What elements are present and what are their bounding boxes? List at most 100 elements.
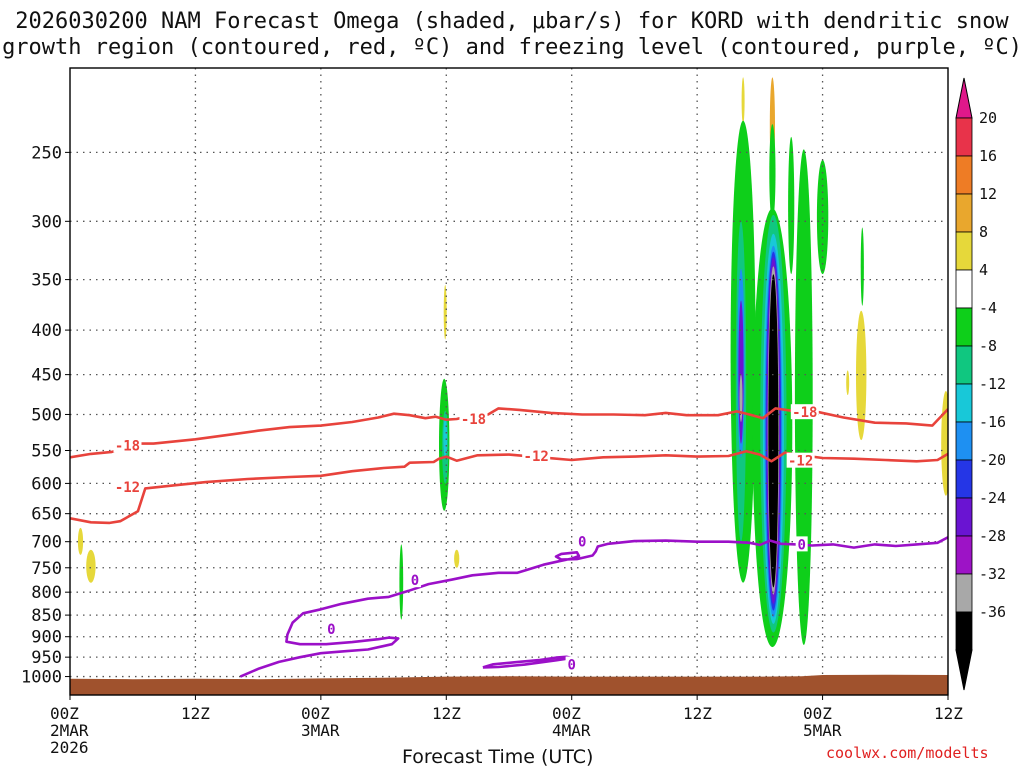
colorbar-band-0 xyxy=(955,117,973,157)
plot-frame xyxy=(69,67,949,696)
colorbar-band-11 xyxy=(955,535,973,575)
contour-label-bg-2-1 xyxy=(408,572,421,588)
colorbar-label-6: -8 xyxy=(979,337,997,355)
contour-label-2-4: 0 xyxy=(797,537,805,553)
y-tick-label-850: 850 xyxy=(31,606,62,626)
colorbar-top-cap xyxy=(955,77,973,119)
omega-feature-19 xyxy=(738,300,744,444)
contour-label-2-1: 0 xyxy=(411,573,419,589)
chart-title-line-1: 2026030200 NAM Forecast Omega (shaded, μ… xyxy=(15,9,1009,34)
x-tick-label-00z-3mar: 00Z 3MAR xyxy=(301,704,340,740)
colorbar-label-10: -24 xyxy=(979,489,1006,507)
contour-label-2-3: 0 xyxy=(578,535,586,551)
grid-lines xyxy=(70,68,948,695)
contour-label-1-1: -12 xyxy=(524,449,549,465)
colorbar-label-4: 4 xyxy=(979,261,988,279)
colorbar-band-10 xyxy=(955,497,973,537)
y-tick-label-750: 750 xyxy=(31,559,62,579)
chart-title-line-2: growth region (contoured, red, ºC) and f… xyxy=(2,35,1022,60)
x-tick-label-12z-2: 12Z xyxy=(432,704,461,723)
colorbar-band-8 xyxy=(955,421,973,461)
contour-label-bg-1-2 xyxy=(786,452,815,468)
omega-feature-8 xyxy=(741,77,745,125)
colorbar-label-2: 12 xyxy=(979,185,997,203)
y-tick-label-550: 550 xyxy=(31,442,62,462)
colorbar-band-6 xyxy=(955,345,973,385)
x-tick-label-00z-5mar: 00Z 5MAR xyxy=(803,704,842,740)
contour-label-2-0: 0 xyxy=(327,622,335,638)
omega-feature-5 xyxy=(77,527,84,555)
colorbar-label-7: -12 xyxy=(979,375,1006,393)
dendritic-contour-1 xyxy=(70,449,948,525)
y-tick-label-350: 350 xyxy=(31,271,62,291)
colorbar-band-2 xyxy=(955,193,973,233)
x-tick-label-12z-3: 12Z xyxy=(683,704,712,723)
contour-label-0-0: -18 xyxy=(115,439,140,455)
y-tick-label-1000: 1000 xyxy=(21,668,62,688)
colorbar: 20 16 12 8 4 -4 -8 -12 -16 -20 -24 -28 -32 -36 xyxy=(955,77,1006,691)
contour-label-bg-2-0 xyxy=(325,621,338,637)
y-tick-label-700: 700 xyxy=(31,533,62,553)
contour-label-3-0: 0 xyxy=(567,658,575,674)
colorbar-band-7 xyxy=(955,383,973,423)
contour-label-1-0: -12 xyxy=(115,480,140,496)
plot-area: -18-18-18-12-12-12000000 xyxy=(70,68,948,695)
y-tick-label-650: 650 xyxy=(31,505,62,525)
contour-label-bg-1-1 xyxy=(522,447,551,463)
freezing-contour-2 xyxy=(239,536,948,678)
omega-feature-3 xyxy=(399,544,404,620)
omega-feature-2 xyxy=(443,418,448,458)
dendritic-contour-0 xyxy=(70,407,948,459)
x-tick-label-00z-2mar: 00Z 2MAR 2026 xyxy=(50,704,89,757)
colorbar-label-0: 20 xyxy=(979,109,997,127)
contour-label-bg-0-2 xyxy=(790,404,819,420)
contour-label-0-1: -18 xyxy=(461,412,486,428)
colorbar-band-9 xyxy=(955,459,973,499)
omega-feature-14 xyxy=(816,159,829,275)
colorbar-band-5 xyxy=(955,307,973,347)
omega-feature-15 xyxy=(788,136,795,275)
y-tick-label-300: 300 xyxy=(31,212,62,232)
y-tick-label-600: 600 xyxy=(31,474,62,494)
colorbar-label-1: 16 xyxy=(979,147,997,165)
contour-label-1-2: -12 xyxy=(788,454,813,470)
source-credit: coolwx.com/modelts xyxy=(826,744,989,762)
contour-label-bg-3-0 xyxy=(565,656,578,672)
omega-feature-10 xyxy=(769,124,776,222)
contour-label-bg-2-3 xyxy=(576,533,589,549)
colorbar-band-4 xyxy=(955,269,973,309)
omega-feature-28 xyxy=(856,310,867,441)
y-tick-label-450: 450 xyxy=(31,366,62,386)
omega-feature-7 xyxy=(454,549,460,568)
x-tick-label-12z-4: 12Z xyxy=(934,704,963,723)
y-tick-label-250: 250 xyxy=(31,143,62,163)
contour-label-bg-1-0 xyxy=(113,479,142,495)
colorbar-band-1 xyxy=(955,155,973,195)
omega-feature-30 xyxy=(941,391,948,496)
colorbar-label-3: 8 xyxy=(979,223,988,241)
omega-feature-4 xyxy=(443,285,447,340)
omega-feature-16 xyxy=(860,227,864,306)
colorbar-label-12: -32 xyxy=(979,565,1006,583)
omega-feature-20 xyxy=(739,374,743,422)
colorbar-label-8: -16 xyxy=(979,413,1006,431)
colorbar-label-9: -20 xyxy=(979,451,1006,469)
x-tick-label-00z-4mar: 00Z 4MAR xyxy=(552,704,591,740)
x-axis-title: Forecast Time (UTC) xyxy=(402,746,594,768)
freezing-contour-3 xyxy=(482,655,573,669)
y-tick-label-400: 400 xyxy=(31,321,62,341)
y-tick-label-800: 800 xyxy=(31,583,62,603)
y-tick-label-500: 500 xyxy=(31,405,62,425)
omega-feature-27 xyxy=(768,274,779,588)
y-tick-label-950: 950 xyxy=(31,648,62,668)
colorbar-label-11: -28 xyxy=(979,527,1006,545)
contour-label-bg-0-1 xyxy=(459,410,488,426)
colorbar-band-3 xyxy=(955,231,973,271)
colorbar-band-12 xyxy=(955,573,973,613)
omega-feature-13 xyxy=(794,149,813,645)
contour-label-0-2: -18 xyxy=(792,405,817,421)
ground-terrain xyxy=(70,674,948,695)
x-tick-label-12z-1: 12Z xyxy=(181,704,210,723)
